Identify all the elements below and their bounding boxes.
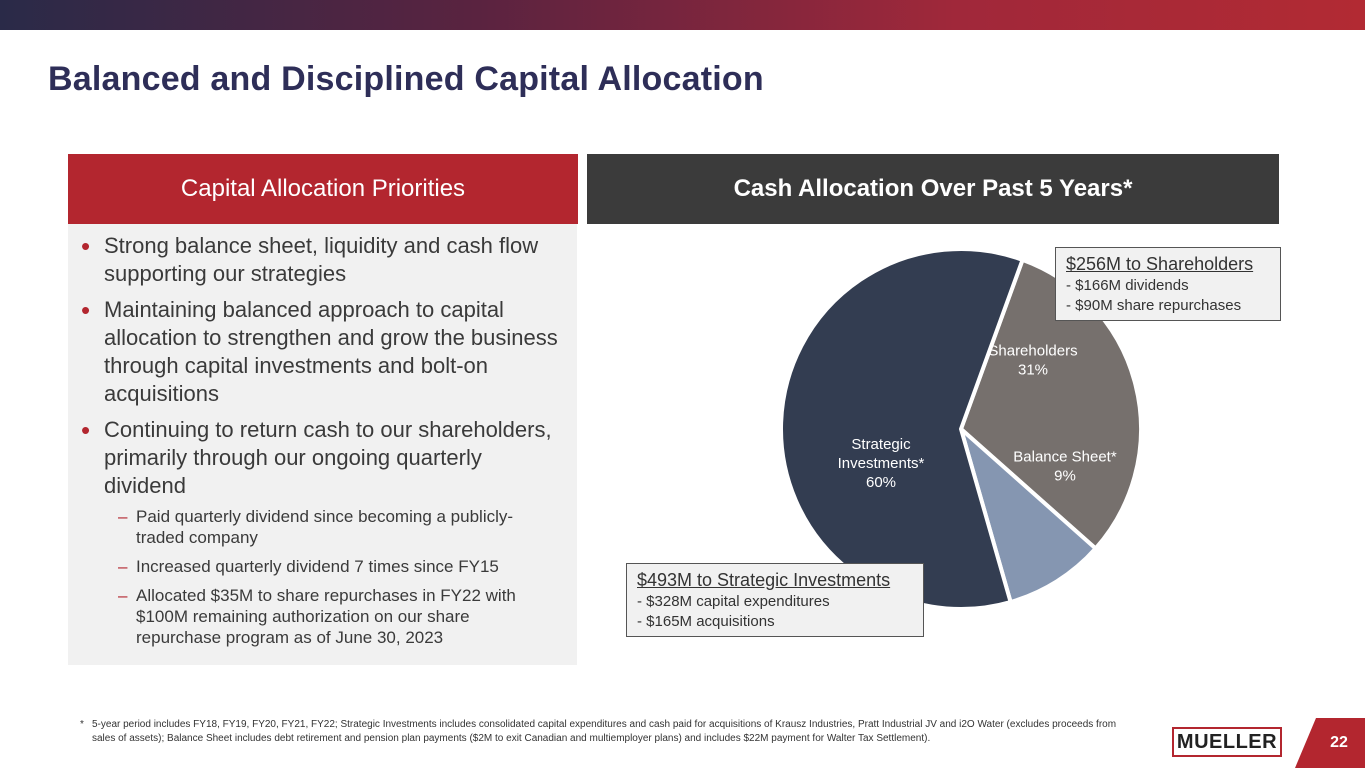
pie-slice-label: Strategic Investments* 60% <box>838 436 925 491</box>
strategic-callout-line: - $165M acquisitions <box>637 613 775 630</box>
pie-slice <box>959 427 1098 605</box>
cash-allocation-pie-chart: Shareholders 31% Balance Sheet* 9% Strategic… <box>779 247 1143 611</box>
priority-bullet: • Continuing to return cash to our share… <box>81 416 559 648</box>
priority-bullet-text: Strong balance sheet, liquidity and cash… <box>104 233 539 286</box>
sub-bullet: – Increased quarterly dividend 7 times s… <box>118 556 559 577</box>
priority-bullet: • Strong balance sheet, liquidity and ca… <box>81 232 559 288</box>
mueller-logo: MUELLER <box>1172 727 1282 757</box>
sub-bullet: – Paid quarterly dividend since becoming… <box>118 506 559 548</box>
strategic-callout-line: - $328M capital expenditures <box>637 593 830 610</box>
footnote-text: 5-year period includes FY18, FY19, FY20,… <box>92 719 1117 744</box>
shareholders-callout-line: - $166M dividends <box>1066 277 1189 294</box>
dash-icon: – <box>118 586 128 605</box>
dash-icon: – <box>118 507 128 526</box>
dividend-sub-list: – Paid quarterly dividend since becoming… <box>104 506 559 648</box>
sub-bullet: – Allocated $35M to share repurchases in… <box>118 585 559 648</box>
footnote-marker: * <box>80 719 84 730</box>
pie-slice-label: Balance Sheet* 9% <box>1013 449 1117 485</box>
bullet-dot-icon: • <box>81 231 91 261</box>
bullet-dot-icon: • <box>81 415 91 445</box>
strategic-callout-title: $493M to Strategic Investments <box>637 570 891 590</box>
pie-slice-label: Shareholders 31% <box>988 343 1077 379</box>
right-panel-header: Cash Allocation Over Past 5 Years* <box>587 154 1279 224</box>
left-panel-body: • Strong balance sheet, liquidity and ca… <box>68 224 577 665</box>
priority-bullet-text: Continuing to return cash to our shareho… <box>104 417 552 498</box>
priority-bullet-text: Maintaining balanced approach to capital… <box>104 297 558 406</box>
shareholders-callout-line: - $90M share repurchases <box>1066 297 1242 314</box>
sub-bullet-text: Paid quarterly dividend since becoming a… <box>136 507 514 547</box>
dash-icon: – <box>118 557 128 576</box>
page-title: Balanced and Disciplined Capital Allocat… <box>48 60 764 98</box>
shareholders-callout: $256M to Shareholders - $166M dividends … <box>1055 247 1281 321</box>
priority-list: • Strong balance sheet, liquidity and ca… <box>68 232 577 656</box>
sub-bullet-text: Allocated $35M to share repurchases in F… <box>136 586 516 647</box>
footnote: * 5-year period includes FY18, FY19, FY2… <box>80 718 1142 746</box>
top-color-band <box>0 0 1365 30</box>
bullet-dot-icon: • <box>81 295 91 325</box>
page-number: 22 <box>1295 718 1365 768</box>
shareholders-callout-title: $256M to Shareholders <box>1066 254 1254 274</box>
left-panel-header: Capital Allocation Priorities <box>68 154 578 224</box>
sub-bullet-text: Increased quarterly dividend 7 times sin… <box>136 557 499 576</box>
strategic-callout: $493M to Strategic Investments - $328M c… <box>626 563 924 637</box>
priority-bullet: • Maintaining balanced approach to capit… <box>81 296 559 408</box>
